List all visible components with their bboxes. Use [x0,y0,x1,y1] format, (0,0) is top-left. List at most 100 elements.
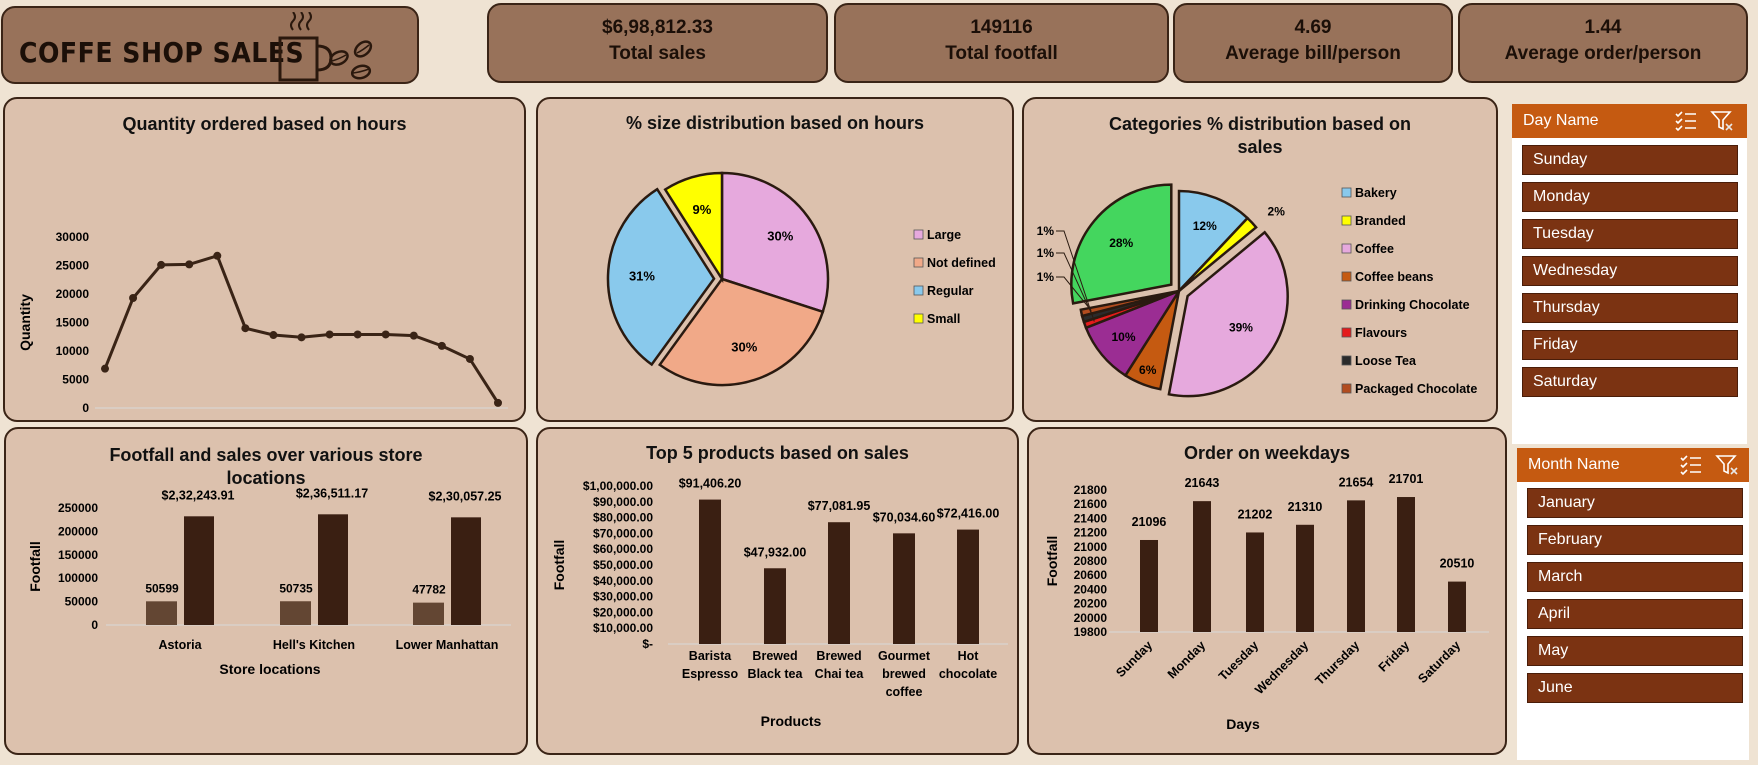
x-tick-label: chocolate [939,667,997,681]
month-slicer-item-february[interactable]: February [1527,525,1743,555]
category-slice-coffee [1167,230,1289,398]
day-slicer-item-wednesday[interactable]: Wednesday [1522,256,1738,286]
store-locations-card: Footfall and sales over various store lo… [4,427,528,755]
legend-label: Regular [927,284,974,298]
month-slicer-item-march[interactable]: March [1527,562,1743,592]
kpi-value: 4.69 [1294,17,1332,38]
legend-swatch [1341,383,1352,394]
quantity-point [213,251,222,260]
slicer-title: Day Name [1523,112,1599,129]
x-tick-label: 19 [463,420,477,421]
clear-filter-icon[interactable] [1710,110,1734,132]
quantity-point [494,398,502,407]
x-tick-label: 12 [267,420,281,421]
y-axis-title: Footfall [27,541,43,592]
size-slice-not-defined [657,277,825,387]
slicer-item-label: Thursday [1533,299,1600,316]
day-slicer-item-friday[interactable]: Friday [1522,330,1738,360]
day-slicer-item-tuesday[interactable]: Tuesday [1522,219,1738,249]
size-slice-large [720,171,830,314]
kpi-value: 1.44 [1584,17,1622,38]
size-distribution-pie-chart: 30% 30% 31% 9% Large Not defined Regular Small [606,171,996,387]
month-slicer-item-june[interactable]: June [1527,673,1743,703]
slicer-header: Month Name [1517,448,1749,482]
sales-bar [184,516,214,625]
x-tick-label: Tuesday [1216,638,1261,683]
y-tick-label: 150000 [58,548,98,562]
quantity-point [297,333,306,342]
legend-swatch [1341,243,1352,254]
day-slicer-item-monday[interactable]: Monday [1522,182,1738,212]
category-distribution-card: Categories % distribution based on sales… [1022,97,1498,422]
slicer-item-label: March [1538,568,1583,585]
x-tick-label: Brewed [752,649,797,663]
category-slice-unlabeled [1070,183,1173,305]
dashboard-title: COFFE SHOP SALES [19,36,305,69]
chart-title: % size distribution based on hours [625,113,925,133]
kpi-value: $6,98,812.33 [602,17,713,38]
weekday-bar [1246,532,1264,632]
y-axis-title: Quantity [17,294,33,351]
y-tick-label: $30,000.00 [593,590,653,604]
chart-title: Order on weekdays [1183,443,1351,463]
day-slicer-item-saturday[interactable]: Saturday [1522,367,1738,397]
x-tick-label: Monday [1165,638,1208,681]
x-tick-label: 15 [351,420,365,421]
y-tick-label: $60,000.00 [593,542,653,556]
kpi-total-footfall: 149116 Total footfall [834,3,1169,83]
x-tick-label: 17 [407,420,421,421]
multi-select-icon[interactable] [1679,454,1703,476]
y-tick-label: 20600 [1074,568,1108,582]
quantity-point [101,364,109,373]
legend-label: Branded [1355,214,1406,228]
month-slicer-item-april[interactable]: April [1527,599,1743,629]
x-axis-title: Days [1226,716,1260,732]
bar-value-label: 21654 [1339,475,1374,489]
x-tick-label: 16 [379,420,393,421]
month-slicer-item-january[interactable]: January [1527,488,1743,518]
x-tick-label: brewed [882,667,926,681]
y-tick-label: 20200 [1074,597,1108,611]
x-tick-label: Hell's Kitchen [273,638,355,652]
x-tick-label: Sunday [1113,638,1155,680]
quantity-point [409,331,418,340]
month-slicer-item-may[interactable]: May [1527,636,1743,666]
bar-value-label: 21701 [1389,472,1424,486]
legend-label: Small [927,312,960,326]
slicer-item-label: Friday [1533,336,1578,353]
y-tick-label: 250000 [58,501,98,515]
bar-value-label: $2,30,057.25 [429,489,502,503]
month-name-slicer: Month Name January February March April May J… [1517,448,1749,760]
y-tick-label: 200000 [58,524,98,538]
quantity-point [241,324,250,333]
quantity-point [325,330,334,339]
bar-value-label: 50735 [279,581,313,595]
clear-filter-icon[interactable] [1715,454,1739,476]
sales-bar [318,514,348,625]
slice-value-label: 9% [692,202,711,217]
y-tick-label: $20,000.00 [593,605,653,619]
slicer-item-label: June [1538,679,1573,696]
x-tick-label: Espresso [682,667,739,681]
quantity-series-line [103,253,500,404]
bar-value-label: 21643 [1185,476,1220,490]
slice-value-label: 30% [731,340,757,355]
legend-swatch [1341,271,1352,282]
day-slicer-item-sunday[interactable]: Sunday [1522,145,1738,175]
legend-swatch [913,257,924,268]
weekday-orders-card: Order on weekdays 19800 20000 20200 20400 20… [1027,427,1507,755]
y-tick-label: 5000 [62,373,89,387]
legend-swatch [1341,299,1352,310]
size-distribution-card: % size distribution based on hours 30% 30… [536,97,1014,422]
weekday-bar [1347,500,1365,632]
slice-value-label: 39% [1229,321,1253,335]
slice-value-label: 1% [1037,224,1055,238]
y-tick-label: 21200 [1074,526,1108,540]
x-tick-label: 13 [295,420,309,421]
product-bar [828,522,850,644]
multi-select-icon[interactable] [1674,110,1698,132]
day-slicer-item-thursday[interactable]: Thursday [1522,293,1738,323]
kpi-label: Average bill/person [1225,43,1401,64]
product-bar [893,533,915,644]
y-tick-label: 25000 [56,259,90,273]
